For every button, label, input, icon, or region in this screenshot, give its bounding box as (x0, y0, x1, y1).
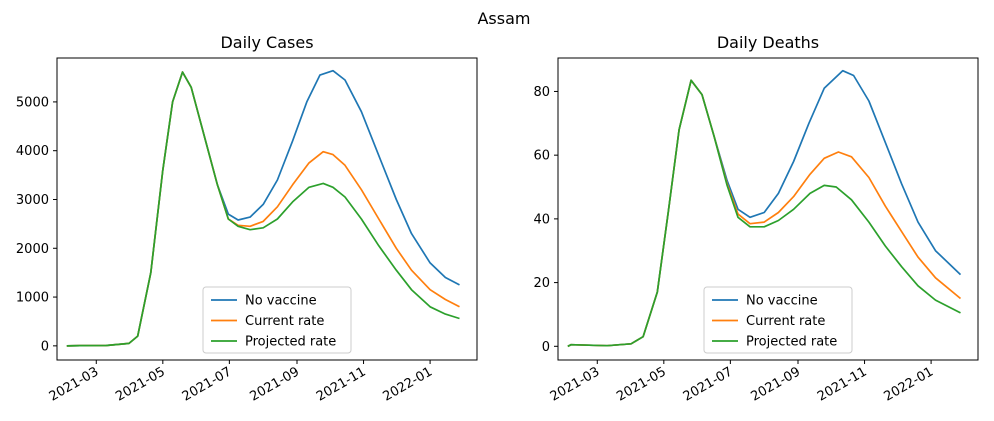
legend: No vaccine Current rate Projected rate (703, 286, 853, 354)
figure-suptitle: Assam (477, 9, 530, 28)
y-tick-label: 0 (542, 340, 550, 355)
x-tick-label: 2021-07 (681, 364, 736, 404)
legend-box (202, 286, 352, 354)
x-tick-label: 2022-01 (882, 364, 937, 404)
legend-label: No vaccine (245, 294, 317, 309)
series-line-projected-rate (66, 71, 460, 347)
plot-frame (56, 57, 478, 361)
y-tick-label: 0 (41, 339, 49, 354)
legend-label: Current rate (245, 314, 324, 329)
x-tick-label: 2021-03 (47, 364, 102, 404)
y-tick-label: 5000 (16, 95, 49, 110)
series-line-projected-rate (567, 79, 961, 348)
y-tick-label: 40 (533, 212, 550, 227)
x-tick-label: 2021-05 (113, 364, 168, 404)
y-tick-label: 2000 (16, 242, 49, 257)
x-tick-label: 2021-05 (614, 364, 669, 404)
chart-panels: Daily Cases 0 1000 2000 3000 4000 5000 2021-03 2… (16, 33, 979, 405)
x-tick-label: 2022-01 (381, 364, 436, 404)
y-tick-label: 60 (533, 149, 550, 164)
y-tick-label: 3000 (16, 193, 49, 208)
y-tick-label: 1000 (16, 291, 49, 306)
chart-0: Daily Cases 0 1000 2000 3000 4000 5000 2021-03 2… (16, 33, 478, 405)
legend-label: Projected rate (245, 335, 336, 350)
y-tick-label: 4000 (16, 144, 49, 159)
x-tick-label: 2021-03 (548, 364, 603, 404)
chart-title: Daily Cases (220, 33, 313, 52)
legend: No vaccine Current rate Projected rate (202, 286, 352, 354)
x-tick-label: 2021-11 (815, 364, 870, 404)
legend-label: No vaccine (746, 294, 818, 309)
legend-box (703, 286, 853, 354)
chart-title: Daily Deaths (717, 33, 819, 52)
legend-label: Projected rate (746, 335, 837, 350)
x-tick-label: 2021-11 (314, 364, 369, 404)
x-tick-label: 2021-07 (180, 364, 235, 404)
x-tick-label: 2021-09 (247, 364, 302, 404)
y-tick-label: 80 (533, 85, 550, 100)
legend-label: Current rate (746, 314, 825, 329)
plot-frame (557, 57, 979, 361)
x-tick-label: 2021-09 (748, 364, 803, 404)
chart-1: Daily Deaths 0 20 40 60 80 2021-03 2021-05 2021-… (533, 33, 979, 405)
y-tick-label: 20 (533, 276, 550, 291)
